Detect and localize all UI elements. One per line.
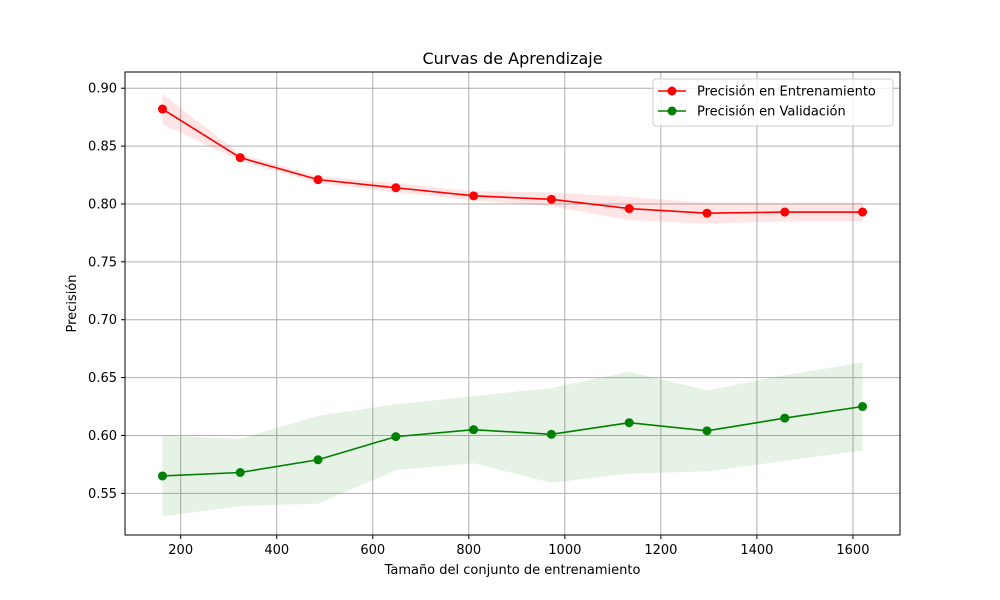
data-point-validation <box>469 425 479 435</box>
y-axis-label: Precisión <box>65 274 80 332</box>
legend-box <box>652 78 894 127</box>
plot-area-frame <box>124 71 901 536</box>
series-lines <box>162 108 863 477</box>
data-point-train <box>313 175 323 185</box>
legend: Precisión en Entrenamiento Precisión en … <box>652 78 894 127</box>
data-point-train <box>780 207 790 217</box>
x-tick-label: 400 <box>264 543 289 558</box>
data-point-validation <box>391 432 401 442</box>
series-line-train <box>162 108 863 215</box>
data-point-train <box>157 104 167 114</box>
y-tick-label: 0.75 <box>88 255 117 270</box>
x-tick-label: 1000 <box>548 543 581 558</box>
legend-marker-train <box>667 86 677 96</box>
y-tick-label: 0.55 <box>88 487 117 502</box>
data-point-train <box>469 191 479 201</box>
x-tick-label: 600 <box>360 543 385 558</box>
data-point-train <box>702 208 712 218</box>
data-point-train <box>391 183 401 193</box>
grid <box>125 72 900 535</box>
data-point-train <box>235 153 245 163</box>
data-point-train <box>858 207 868 217</box>
x-tick-label: 1600 <box>836 543 869 558</box>
data-point-train <box>546 194 556 204</box>
y-axis-ticks: 0.55 0.60 0.65 0.70 0.75 0.80 0.85 0.90 <box>88 82 125 502</box>
chart-title: Curvas de Aprendizaje <box>422 49 602 68</box>
series-line-validation <box>162 405 863 477</box>
data-point-validation <box>702 426 712 436</box>
x-tick-label: 1200 <box>644 543 677 558</box>
data-point-validation <box>313 455 323 465</box>
data-point-train <box>624 204 634 214</box>
y-tick-label: 0.70 <box>88 313 117 328</box>
confidence-band-validation <box>162 362 863 517</box>
x-axis-ticks: 200 400 600 800 1000 1200 1400 1600 <box>168 535 869 558</box>
x-tick-label: 200 <box>168 543 193 558</box>
data-point-validation <box>157 471 167 481</box>
y-tick-label: 0.60 <box>88 429 117 444</box>
data-point-validation <box>780 413 790 423</box>
y-tick-label: 0.80 <box>88 197 117 212</box>
legend-label-train: Precisión en Entrenamiento <box>697 85 876 100</box>
x-tick-label: 1400 <box>740 543 773 558</box>
data-point-validation <box>546 429 556 439</box>
x-axis-label: Tamaño del conjunto de entrenamiento <box>384 563 641 578</box>
series-markers <box>157 104 868 481</box>
data-point-validation <box>858 402 868 412</box>
data-point-validation <box>624 418 634 428</box>
legend-marker-validation <box>667 106 677 116</box>
legend-label-validation: Precisión en Validación <box>697 105 846 120</box>
x-tick-label: 800 <box>456 543 481 558</box>
y-tick-label: 0.90 <box>88 82 117 97</box>
y-tick-label: 0.65 <box>88 371 117 386</box>
data-point-validation <box>235 467 245 477</box>
y-tick-label: 0.85 <box>88 140 117 155</box>
